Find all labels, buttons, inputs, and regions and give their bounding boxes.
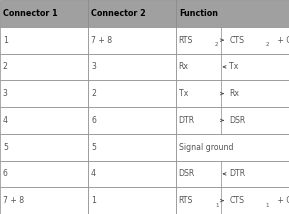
Text: 3: 3 bbox=[3, 89, 8, 98]
Text: RTS: RTS bbox=[179, 196, 193, 205]
Text: + CD: + CD bbox=[275, 196, 289, 205]
Text: Rx: Rx bbox=[229, 89, 239, 98]
Text: 2: 2 bbox=[215, 42, 218, 48]
Bar bbox=[0, 0, 88, 27]
Bar bbox=[88, 107, 176, 134]
Text: Tx: Tx bbox=[229, 62, 238, 71]
Bar bbox=[88, 0, 176, 27]
Bar bbox=[176, 134, 289, 160]
Text: DTR: DTR bbox=[179, 116, 195, 125]
Text: 4: 4 bbox=[91, 169, 96, 178]
Text: Connector 2: Connector 2 bbox=[91, 9, 146, 18]
Text: 6: 6 bbox=[91, 116, 96, 125]
Bar bbox=[176, 27, 289, 54]
Text: 7 + 8: 7 + 8 bbox=[3, 196, 24, 205]
Bar bbox=[176, 107, 289, 134]
Bar bbox=[176, 160, 289, 187]
Text: 6: 6 bbox=[3, 169, 8, 178]
Text: DSR: DSR bbox=[229, 116, 245, 125]
Bar bbox=[0, 80, 88, 107]
Bar bbox=[88, 54, 176, 80]
Text: DTR: DTR bbox=[229, 169, 245, 178]
Text: 2: 2 bbox=[266, 42, 269, 48]
Text: RTS: RTS bbox=[179, 36, 193, 45]
Text: 3: 3 bbox=[91, 62, 96, 71]
Text: 1: 1 bbox=[215, 203, 218, 208]
Bar bbox=[176, 80, 289, 107]
Text: CTS: CTS bbox=[229, 196, 244, 205]
Bar bbox=[88, 160, 176, 187]
Text: Rx: Rx bbox=[179, 62, 189, 71]
Text: 1: 1 bbox=[266, 203, 269, 208]
Text: 5: 5 bbox=[3, 143, 8, 152]
Bar bbox=[176, 0, 289, 27]
Text: CTS: CTS bbox=[229, 36, 244, 45]
Bar bbox=[88, 27, 176, 54]
Text: 2: 2 bbox=[91, 89, 96, 98]
Bar bbox=[176, 187, 289, 214]
Bar bbox=[88, 134, 176, 160]
Text: Signal ground: Signal ground bbox=[179, 143, 233, 152]
Bar bbox=[0, 160, 88, 187]
Text: 2: 2 bbox=[3, 62, 8, 71]
Bar bbox=[176, 54, 289, 80]
Text: Tx: Tx bbox=[179, 89, 188, 98]
Text: 1: 1 bbox=[3, 36, 8, 45]
Bar bbox=[0, 187, 88, 214]
Text: + CD: + CD bbox=[275, 36, 289, 45]
Text: 1: 1 bbox=[91, 196, 96, 205]
Text: Connector 1: Connector 1 bbox=[3, 9, 58, 18]
Bar bbox=[0, 54, 88, 80]
Text: 4: 4 bbox=[3, 116, 8, 125]
Bar bbox=[88, 187, 176, 214]
Bar bbox=[0, 134, 88, 160]
Text: 5: 5 bbox=[91, 143, 96, 152]
Bar bbox=[0, 107, 88, 134]
Bar bbox=[0, 27, 88, 54]
Text: DSR: DSR bbox=[179, 169, 195, 178]
Bar bbox=[88, 80, 176, 107]
Text: Function: Function bbox=[179, 9, 218, 18]
Text: 7 + 8: 7 + 8 bbox=[91, 36, 112, 45]
